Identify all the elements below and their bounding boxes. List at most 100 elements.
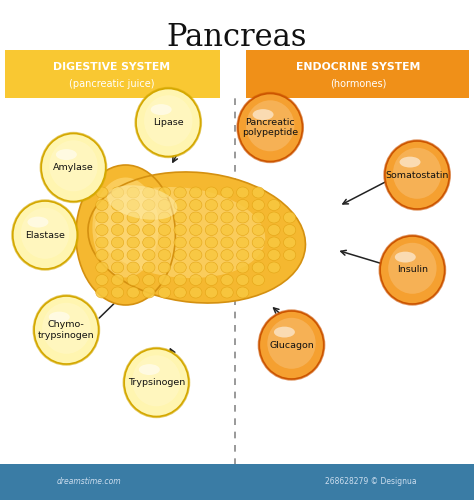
Ellipse shape (111, 287, 124, 298)
Ellipse shape (252, 187, 264, 198)
Ellipse shape (259, 311, 324, 379)
Ellipse shape (135, 87, 202, 158)
Ellipse shape (143, 200, 155, 210)
Ellipse shape (143, 262, 155, 273)
Text: Glucagon: Glucagon (269, 340, 314, 349)
Ellipse shape (42, 303, 91, 354)
Ellipse shape (127, 212, 139, 223)
Ellipse shape (205, 287, 218, 298)
Ellipse shape (221, 274, 233, 285)
Ellipse shape (139, 364, 160, 375)
Ellipse shape (237, 262, 249, 273)
Ellipse shape (221, 224, 233, 235)
Ellipse shape (252, 250, 264, 260)
Ellipse shape (111, 187, 124, 198)
Ellipse shape (144, 96, 192, 146)
Ellipse shape (127, 250, 139, 260)
Ellipse shape (385, 141, 449, 209)
Ellipse shape (96, 274, 108, 285)
Ellipse shape (238, 94, 302, 162)
Ellipse shape (76, 165, 175, 305)
FancyBboxPatch shape (0, 464, 474, 500)
Ellipse shape (237, 200, 249, 210)
Ellipse shape (205, 262, 218, 273)
Ellipse shape (174, 187, 186, 198)
Ellipse shape (111, 262, 124, 273)
Ellipse shape (221, 187, 233, 198)
FancyBboxPatch shape (246, 50, 469, 98)
Ellipse shape (274, 326, 295, 338)
Ellipse shape (143, 187, 155, 198)
Ellipse shape (283, 224, 296, 235)
Ellipse shape (267, 318, 316, 369)
Ellipse shape (268, 212, 280, 223)
Ellipse shape (252, 200, 264, 210)
Ellipse shape (237, 187, 249, 198)
Text: ENDOCRINE SYSTEM: ENDOCRINE SYSTEM (296, 62, 420, 72)
Ellipse shape (190, 287, 202, 298)
Ellipse shape (237, 250, 249, 260)
Ellipse shape (190, 200, 202, 210)
Ellipse shape (283, 237, 296, 248)
Ellipse shape (283, 250, 296, 260)
Text: Trypsinogen: Trypsinogen (128, 378, 185, 387)
Ellipse shape (143, 237, 155, 248)
Ellipse shape (190, 224, 202, 235)
Ellipse shape (268, 262, 280, 273)
Ellipse shape (258, 310, 325, 380)
Ellipse shape (190, 212, 202, 223)
Ellipse shape (111, 200, 124, 210)
Ellipse shape (127, 237, 139, 248)
Ellipse shape (127, 287, 139, 298)
Ellipse shape (174, 262, 186, 273)
Ellipse shape (379, 234, 446, 306)
Ellipse shape (96, 237, 108, 248)
Ellipse shape (56, 149, 77, 160)
Ellipse shape (252, 224, 264, 235)
Ellipse shape (268, 200, 280, 210)
Text: DIGESTIVE SYSTEM: DIGESTIVE SYSTEM (53, 62, 170, 72)
Ellipse shape (158, 274, 171, 285)
Ellipse shape (143, 212, 155, 223)
Ellipse shape (151, 104, 172, 115)
Ellipse shape (205, 200, 218, 210)
Ellipse shape (127, 224, 139, 235)
Ellipse shape (96, 200, 108, 210)
Ellipse shape (190, 262, 202, 273)
Text: dreamstime.com: dreamstime.com (57, 478, 121, 486)
Ellipse shape (283, 212, 296, 223)
Ellipse shape (143, 250, 155, 260)
Ellipse shape (237, 92, 304, 163)
Ellipse shape (268, 237, 280, 248)
Ellipse shape (380, 236, 445, 304)
Ellipse shape (11, 200, 79, 270)
Ellipse shape (393, 148, 441, 199)
Ellipse shape (252, 274, 264, 285)
Ellipse shape (205, 212, 218, 223)
Ellipse shape (221, 287, 233, 298)
Ellipse shape (158, 200, 171, 210)
Text: Pancreas: Pancreas (167, 22, 307, 54)
Ellipse shape (237, 237, 249, 248)
Ellipse shape (221, 262, 233, 273)
Ellipse shape (96, 224, 108, 235)
Ellipse shape (388, 243, 437, 294)
Ellipse shape (237, 224, 249, 235)
Ellipse shape (221, 200, 233, 210)
Ellipse shape (92, 178, 159, 278)
Ellipse shape (132, 356, 181, 406)
Ellipse shape (143, 224, 155, 235)
Ellipse shape (400, 156, 420, 168)
Text: Lipase: Lipase (153, 118, 183, 127)
Ellipse shape (111, 237, 124, 248)
Ellipse shape (49, 312, 70, 322)
Text: Pancreatic
polypeptide: Pancreatic polypeptide (242, 118, 298, 137)
Ellipse shape (33, 294, 100, 366)
Ellipse shape (174, 250, 186, 260)
Ellipse shape (107, 185, 177, 220)
Text: Insulin: Insulin (397, 266, 428, 274)
Ellipse shape (190, 250, 202, 260)
Ellipse shape (268, 250, 280, 260)
Ellipse shape (143, 287, 155, 298)
Ellipse shape (174, 287, 186, 298)
